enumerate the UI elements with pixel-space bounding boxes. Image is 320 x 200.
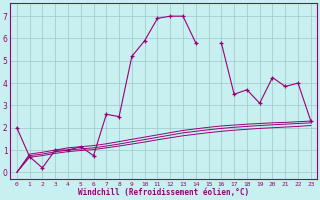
X-axis label: Windchill (Refroidissement éolien,°C): Windchill (Refroidissement éolien,°C): [78, 188, 249, 197]
